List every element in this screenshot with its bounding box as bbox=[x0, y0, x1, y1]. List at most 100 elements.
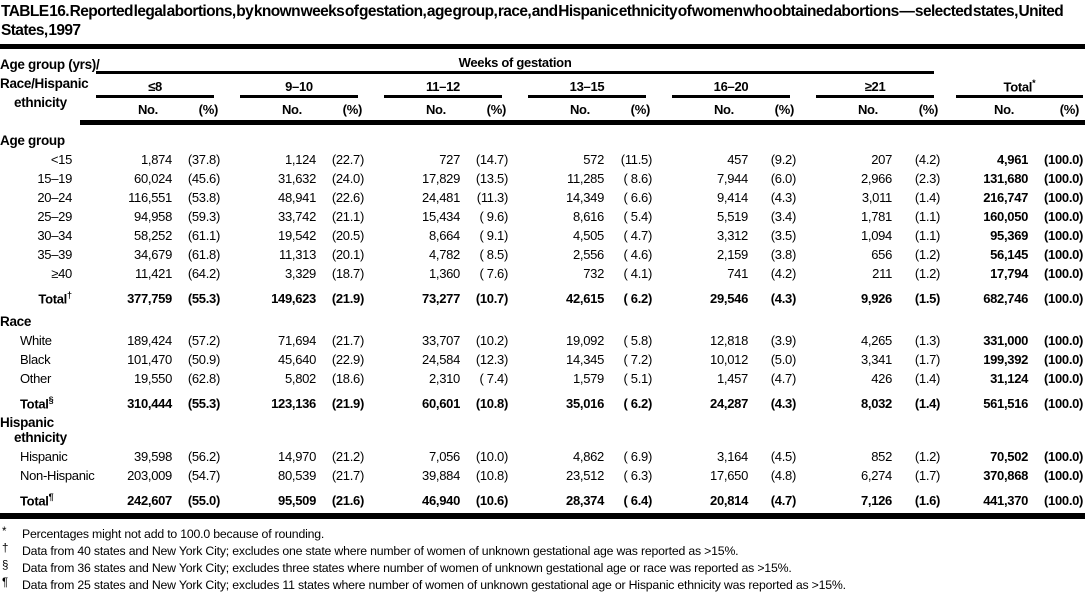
count-cell: 12,818 bbox=[710, 333, 748, 349]
col-group-13-15: 13–15 bbox=[512, 75, 656, 100]
count-cell: 242,607 bbox=[127, 493, 172, 509]
table-row: 20–24 116,551 (53.8) 48,941 (22.6) 24,481 (11.… bbox=[0, 186, 1085, 205]
table-row: Hispanic 39,598 (56.2) 14,970 (21.2) 7,056 (10… bbox=[0, 445, 1085, 464]
count-cell: 19,550 bbox=[134, 371, 172, 387]
weeks-of-gestation-header: Weeks of gestation bbox=[80, 55, 944, 75]
percent-cell: (10.2) bbox=[475, 333, 508, 349]
count-cell: 95,369 bbox=[990, 228, 1029, 244]
count-cell: 4,505 bbox=[572, 228, 604, 244]
percent-cell: (1.1) bbox=[914, 228, 941, 244]
count-cell: 4,862 bbox=[572, 449, 604, 465]
percent-cell: (56.2) bbox=[187, 449, 220, 465]
percent-cell: (4.5) bbox=[770, 449, 797, 465]
percent-cell: (1.2) bbox=[914, 266, 941, 282]
pct-header: (%) bbox=[892, 100, 945, 126]
count-cell: 8,616 bbox=[572, 209, 604, 225]
table-row: 25–29 94,958 (59.3) 33,742 (21.1) 15,434 ( 9.6… bbox=[0, 205, 1085, 224]
section-heading-row-hispanic: Hispanic ethnicity bbox=[0, 411, 1085, 445]
percent-cell: (55.3) bbox=[187, 291, 220, 307]
percent-cell: (4.3) bbox=[770, 396, 797, 412]
percent-cell: (22.9) bbox=[331, 352, 364, 368]
footnote-text: Percentages might not add to 100.0 becau… bbox=[22, 527, 325, 542]
total-header-label: Total bbox=[1003, 79, 1033, 95]
count-cell: 17,794 bbox=[990, 266, 1029, 282]
section-heading-row-race: Race bbox=[0, 306, 1085, 329]
percent-cell: (100.0) bbox=[1044, 352, 1084, 368]
percent-cell: (54.7) bbox=[187, 468, 220, 484]
section-heading: Age group bbox=[0, 123, 1085, 149]
percent-cell: (13.5) bbox=[475, 171, 508, 187]
percent-cell: (53.8) bbox=[187, 190, 220, 206]
percent-cell: (100.0) bbox=[1044, 468, 1084, 484]
count-cell: 33,742 bbox=[278, 209, 316, 225]
count-cell: 2,966 bbox=[860, 171, 892, 187]
count-cell: 19,092 bbox=[566, 333, 604, 349]
percent-cell: ( 6.9) bbox=[623, 449, 652, 465]
percent-cell: (55.0) bbox=[187, 493, 220, 509]
count-cell: 28,374 bbox=[566, 493, 604, 509]
total-label-text: Total bbox=[20, 396, 49, 412]
count-cell: 80,539 bbox=[278, 468, 316, 484]
count-cell: 116,551 bbox=[128, 190, 172, 206]
count-cell: 20,814 bbox=[710, 493, 748, 509]
section-heading-row-age: Age group bbox=[0, 123, 1085, 149]
percent-cell: (21.7) bbox=[331, 468, 364, 484]
count-cell: 31,124 bbox=[990, 371, 1029, 387]
col-group-total: Total* bbox=[944, 75, 1085, 100]
percent-cell: (11.3) bbox=[476, 190, 509, 206]
count-cell: 24,481 bbox=[422, 190, 460, 206]
count-cell: 70,502 bbox=[990, 449, 1029, 465]
row-label: Other bbox=[20, 371, 52, 387]
percent-cell: ( 6.6) bbox=[623, 190, 652, 206]
count-cell: 441,370 bbox=[983, 493, 1029, 509]
percent-cell: (50.9) bbox=[187, 352, 220, 368]
count-cell: 216,747 bbox=[983, 190, 1029, 206]
percent-cell: (21.2) bbox=[331, 449, 364, 465]
count-cell: 1,579 bbox=[572, 371, 604, 387]
count-cell: 4,265 bbox=[860, 333, 892, 349]
count-cell: 1,360 bbox=[428, 266, 460, 282]
no-header: No. bbox=[656, 100, 748, 126]
total-label-text: Total bbox=[20, 493, 49, 509]
footnote-symbol: § bbox=[2, 560, 9, 573]
col-group-lte8: ≤8 bbox=[80, 75, 224, 100]
count-cell: 310,444 bbox=[127, 396, 172, 412]
count-cell: 149,623 bbox=[271, 291, 316, 307]
no-header: No. bbox=[368, 100, 460, 126]
percent-cell: (1.7) bbox=[914, 352, 941, 368]
footnote-symbol: ¶ bbox=[2, 577, 8, 590]
percent-cell: (1.7) bbox=[914, 468, 941, 484]
count-cell: 426 bbox=[871, 371, 892, 387]
count-cell: 7,944 bbox=[716, 171, 748, 187]
row-label: Non-Hispanic bbox=[20, 468, 95, 484]
pct-header: (%) bbox=[316, 100, 368, 126]
percent-cell: ( 4.1) bbox=[623, 266, 652, 282]
percent-cell: (4.7) bbox=[770, 371, 797, 387]
percent-cell: (3.8) bbox=[770, 247, 797, 263]
percent-cell: (100.0) bbox=[1044, 247, 1084, 263]
footnotes: * Percentages might not add to 100.0 beca… bbox=[0, 526, 1085, 594]
percent-cell: ( 8.5) bbox=[479, 247, 508, 263]
count-cell: 14,970 bbox=[278, 449, 316, 465]
percent-cell: (3.4) bbox=[770, 209, 797, 225]
footnote-symbol: § bbox=[48, 395, 54, 405]
section-heading-text: Age group bbox=[0, 133, 65, 149]
count-cell: 95,509 bbox=[278, 493, 316, 509]
header-row-no-pct: No. (%) No. (%) No. (%) No. (%) No. (%) … bbox=[0, 100, 1085, 126]
pct-header: (%) bbox=[748, 100, 800, 126]
percent-cell: (100.0) bbox=[1044, 171, 1084, 187]
table-bottom-rule bbox=[0, 513, 1085, 520]
percent-cell: (18.6) bbox=[331, 371, 364, 387]
percent-cell: ( 4.7) bbox=[623, 228, 652, 244]
percent-cell: (61.8) bbox=[187, 247, 220, 263]
count-cell: 17,829 bbox=[422, 171, 460, 187]
count-cell: 3,312 bbox=[716, 228, 748, 244]
row-label: 25–29 bbox=[37, 209, 72, 225]
percent-cell: (64.2) bbox=[187, 266, 220, 282]
percent-cell: (100.0) bbox=[1044, 291, 1084, 307]
footnote: † Data from 40 states and New York City; … bbox=[0, 543, 1085, 560]
count-cell: 19,542 bbox=[278, 228, 316, 244]
stub-header: Age group (yrs)/ Race/Hispanic ethnicity bbox=[0, 55, 100, 123]
percent-cell: (1.2) bbox=[914, 449, 941, 465]
count-cell: 34,679 bbox=[134, 247, 172, 263]
